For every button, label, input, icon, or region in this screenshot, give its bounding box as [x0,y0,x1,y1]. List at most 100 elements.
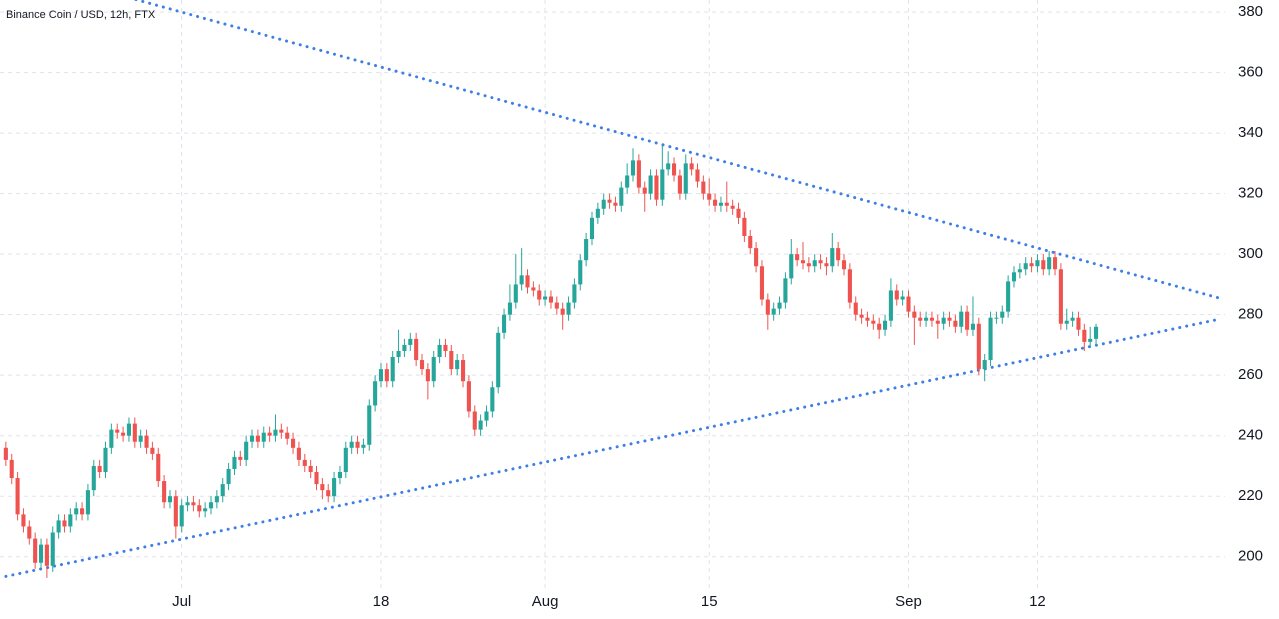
candle-body [232,456,237,469]
candle-body [525,275,530,288]
candle-body [156,453,161,482]
candle-body [900,296,905,300]
candle-body [947,317,952,321]
candle-body [103,447,108,472]
candle-body [654,175,659,200]
candle-body [742,217,747,236]
candle-body [912,311,917,318]
candle-body [1029,263,1034,267]
candle-body [197,505,202,512]
candle-body [683,163,688,194]
chart-title: Binance Coin / USD, 12h, FTX [6,9,156,21]
candle-body [613,202,618,206]
candle-body [472,411,477,430]
candle-body [138,435,143,442]
candle-body [642,187,647,194]
candle-body [771,308,776,315]
candle-body [959,311,964,327]
candle-body [871,320,876,324]
candle-body [50,532,55,566]
candle-body [671,163,677,176]
candle-body [1047,257,1052,270]
candle-body [666,163,671,170]
candle-body [203,508,208,512]
candle-body [185,502,190,506]
x-tick-label: 18 [373,593,390,610]
candle-body [877,323,882,330]
candle-body [214,496,219,503]
candle-body [308,465,313,472]
candle-body [1041,260,1046,270]
candle-body [1011,272,1017,282]
candle-body [1052,257,1058,270]
y-tick-label: 200 [1238,548,1263,565]
candle-body [636,160,641,188]
candle-body [144,435,149,448]
grid [0,0,1225,590]
candle-body [554,302,559,309]
candle-body [630,160,636,176]
candle-body [982,360,987,370]
candle-body [701,181,706,194]
x-tick-label: Aug [532,593,559,610]
candle-body [167,496,173,503]
candle-body [38,544,44,563]
candle-body [244,441,249,460]
candle-body [812,260,817,267]
candle-body [543,296,548,300]
candle-body [584,239,589,261]
candle-body [378,369,384,382]
candle-body [33,538,38,563]
candle-body [408,338,413,345]
candle-body [935,320,940,324]
candle-body [332,478,337,497]
candle-body [724,202,729,206]
candle-body [361,444,366,448]
candle-body [589,217,595,240]
candle-body [384,369,389,382]
candle-body [425,369,430,382]
candle-body [1035,260,1040,267]
candle-body [279,429,284,433]
candle-body [402,344,407,351]
candle-body [566,302,571,315]
candle-body [965,311,970,330]
candle-body [373,381,378,406]
y-tick-label: 300 [1238,245,1263,262]
candle-body [80,508,85,515]
candle-body [906,296,911,312]
candle-body [460,360,466,382]
candle-body [578,260,583,285]
y-tick-label: 340 [1238,124,1263,141]
candle-body [1006,281,1011,312]
candle-body [419,360,425,370]
candle-body [302,459,307,466]
candle-body [162,481,167,503]
candle-body [736,208,741,218]
candle-body [918,317,923,321]
candle-body [765,299,770,315]
candle-body [27,526,32,539]
candle-body [390,357,395,382]
candle-body [595,208,600,218]
candle-body [484,411,489,421]
candle-body [97,465,102,472]
candle-body [296,447,301,460]
candle-body [548,296,554,303]
candle-body [824,263,829,267]
candle-body [343,447,348,472]
candle-body [68,514,73,527]
candle-body [1076,317,1081,330]
candle-body [466,381,471,412]
candle-body [607,199,612,203]
candle-body [273,429,278,436]
candle-body [865,317,870,321]
candle-body [220,484,225,497]
candle-body [1088,338,1093,342]
candle-body [531,287,536,291]
candle-body [795,254,800,261]
candle-body [519,275,524,285]
x-tick-label: Sep [895,593,922,610]
x-tick-label: Jul [172,593,191,610]
